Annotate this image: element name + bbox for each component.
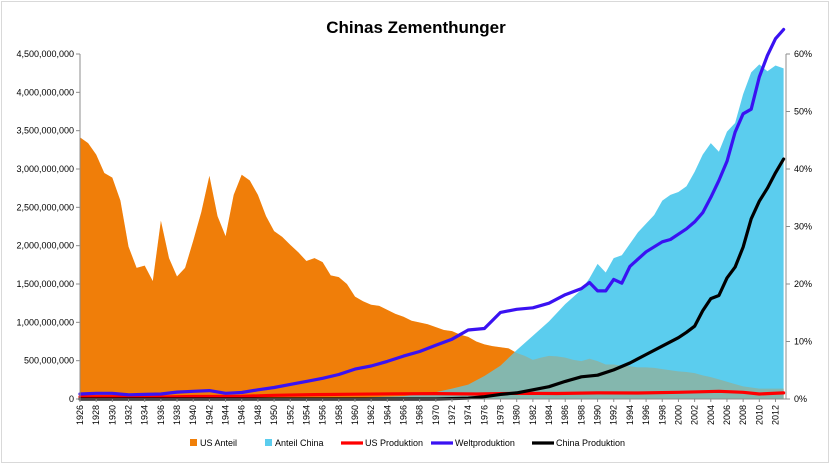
x-tick-label: 1926 [75, 405, 85, 425]
legend-label: China Produktion [556, 438, 625, 448]
x-tick-label: 1986 [560, 405, 570, 425]
legend-item-anteil-china: Anteil China [265, 438, 324, 448]
x-tick-label: 1942 [204, 405, 214, 425]
x-tick-label: 1970 [431, 405, 441, 425]
legend-label: US Anteil [200, 438, 237, 448]
area-us-anteil [80, 137, 784, 399]
y-right-tick-label: 60% [794, 49, 812, 59]
chart-title: Chinas Zementhunger [326, 18, 506, 37]
legend-label: Anteil China [275, 438, 324, 448]
legend-item-weltproduktion: Weltproduktion [431, 438, 515, 448]
legend-item-us-anteil: US Anteil [190, 438, 237, 448]
x-tick-label: 1952 [285, 405, 295, 425]
x-tick-label: 1968 [415, 405, 425, 425]
x-tick-label: 2002 [690, 405, 700, 425]
y-left-tick-label: 4,000,000,000 [16, 87, 74, 97]
x-tick-label: 1936 [156, 405, 166, 425]
area-us-anteil-overlay [80, 137, 784, 399]
y-right-tick-label: 30% [794, 222, 812, 232]
y-left-tick-label: 2,000,000,000 [16, 241, 74, 251]
y-left-tick-label: 0 [69, 394, 74, 404]
x-tick-label: 1946 [237, 405, 247, 425]
y-left-tick-label: 500,000,000 [24, 356, 74, 366]
x-tick-label: 1940 [188, 405, 198, 425]
y-left-tick-label: 3,500,000,000 [16, 126, 74, 136]
x-tick-label: 1996 [641, 405, 651, 425]
x-tick-label: 1948 [253, 405, 263, 425]
x-tick-label: 1992 [609, 405, 619, 425]
x-tick-label: 1988 [576, 405, 586, 425]
x-tick-label: 2000 [673, 405, 683, 425]
x-tick-label: 1966 [398, 405, 408, 425]
x-tick-label: 1956 [318, 405, 328, 425]
y-right-tick-label: 50% [794, 107, 812, 117]
x-tick-label: 1980 [512, 405, 522, 425]
legend-label: Weltproduktion [455, 438, 515, 448]
x-tick-label: 1928 [91, 405, 101, 425]
x-tick-label: 1938 [172, 405, 182, 425]
x-tick-label: 2006 [722, 405, 732, 425]
legend-label: US Produktion [365, 438, 423, 448]
line-china-produktion [78, 157, 786, 401]
x-tick-label: 1944 [221, 405, 231, 425]
legend-item-china-produktion: China Produktion [532, 438, 625, 448]
x-tick-label: 1974 [463, 405, 473, 425]
x-tick-label: 1960 [350, 405, 360, 425]
legend-swatch [265, 439, 272, 446]
x-tick-label: 2008 [738, 405, 748, 425]
y-left-tick-label: 4,500,000,000 [16, 49, 74, 59]
x-tick-label: 1950 [269, 405, 279, 425]
y-right-tick-label: 0% [794, 394, 807, 404]
legend-swatch [190, 439, 197, 446]
x-tick-label: 1982 [528, 405, 538, 425]
x-tick-label: 2010 [754, 405, 764, 425]
x-tick-label: 1998 [657, 405, 667, 425]
line-weltproduktion [78, 27, 786, 397]
x-tick-label: 1932 [124, 405, 134, 425]
y-left-tick-label: 3,000,000,000 [16, 164, 74, 174]
y-right-tick-label: 20% [794, 279, 812, 289]
y-left-tick-label: 1,000,000,000 [16, 317, 74, 327]
y-right-tick-label: 10% [794, 337, 812, 347]
x-tick-label: 2004 [706, 405, 716, 425]
x-tick-label: 1978 [496, 405, 506, 425]
y-left-tick-label: 2,500,000,000 [16, 202, 74, 212]
x-tick-label: 1930 [107, 405, 117, 425]
y-right-tick-label: 40% [794, 164, 812, 174]
x-tick-label: 1964 [382, 405, 392, 425]
area-anteil-china [80, 64, 784, 400]
x-tick-label: 1962 [366, 405, 376, 425]
legend-item-us-produktion: US Produktion [341, 438, 423, 448]
x-tick-label: 1972 [447, 405, 457, 425]
x-tick-label: 1958 [334, 405, 344, 425]
line-us-produktion [78, 389, 786, 399]
x-tick-label: 1990 [593, 405, 603, 425]
x-tick-label: 1984 [544, 405, 554, 425]
x-tick-label: 1934 [140, 405, 150, 425]
x-tick-label: 1994 [625, 405, 635, 425]
x-tick-label: 1976 [479, 405, 489, 425]
x-tick-label: 2012 [770, 405, 780, 425]
y-left-tick-label: 1,500,000,000 [16, 279, 74, 289]
x-tick-label: 1954 [301, 405, 311, 425]
